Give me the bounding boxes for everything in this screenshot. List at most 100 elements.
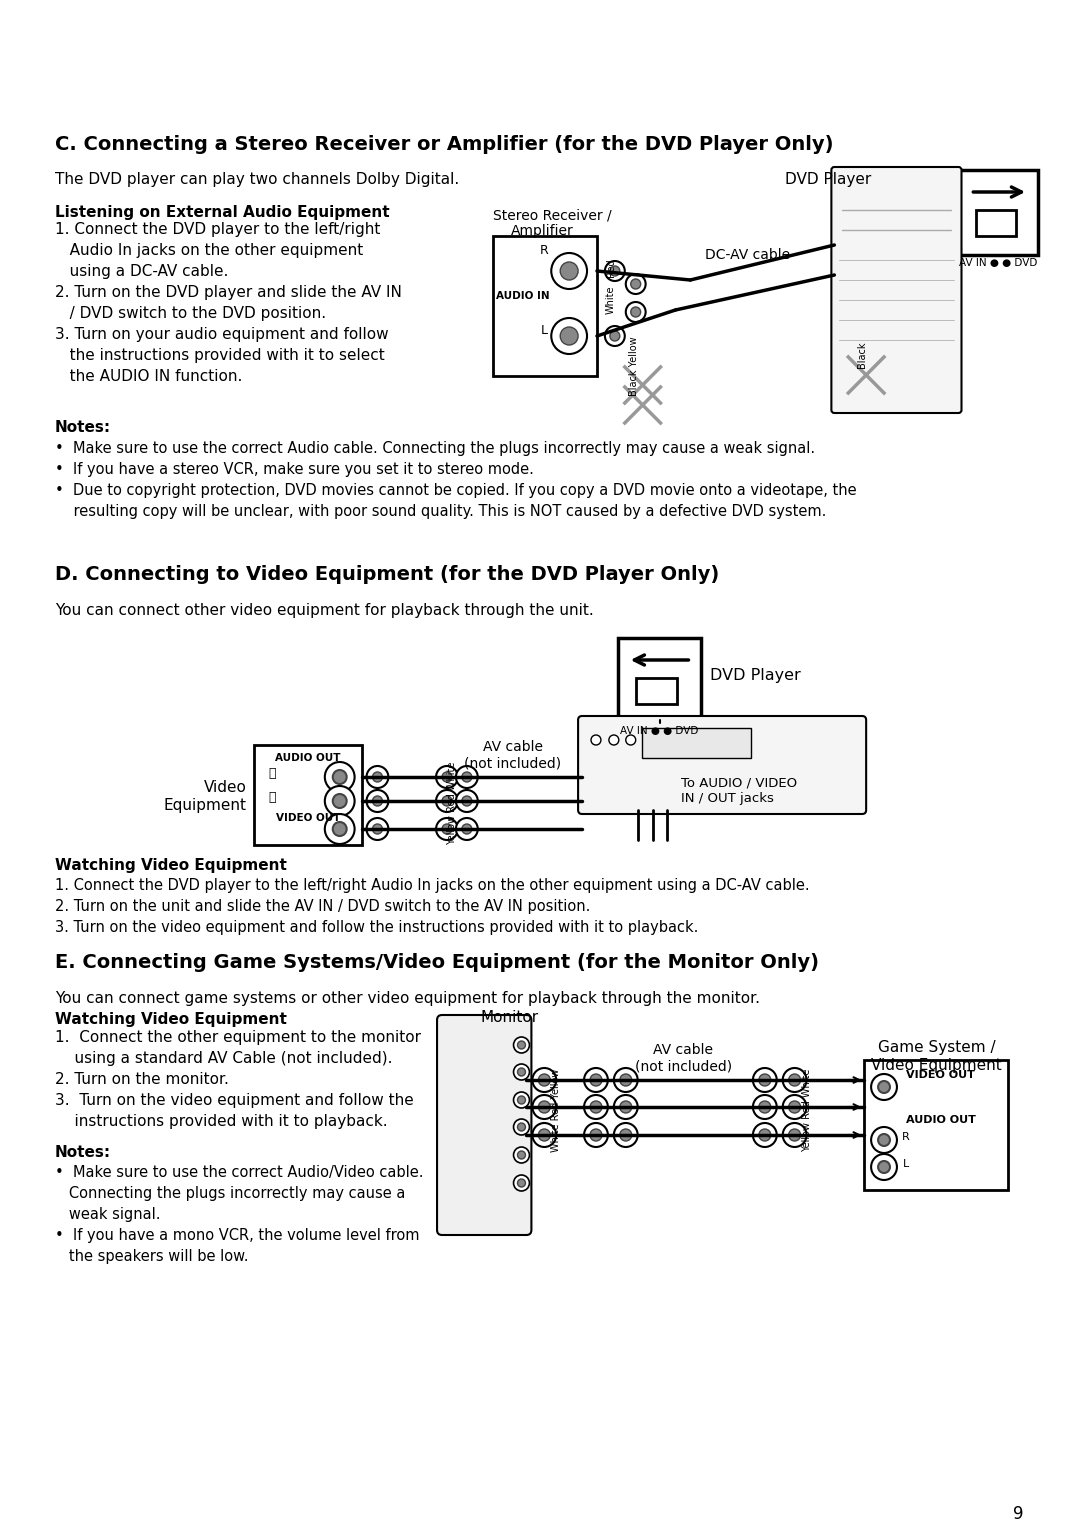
Circle shape: [788, 1102, 800, 1114]
Text: D. Connecting to Video Equipment (for the DVD Player Only): D. Connecting to Video Equipment (for th…: [55, 565, 719, 584]
Circle shape: [783, 1068, 807, 1092]
Text: Audio In jacks on the other equipment: Audio In jacks on the other equipment: [55, 244, 363, 257]
Text: R: R: [902, 1132, 909, 1141]
Circle shape: [366, 766, 389, 787]
Circle shape: [436, 791, 458, 812]
Text: E. Connecting Game Systems/Video Equipment (for the Monitor Only): E. Connecting Game Systems/Video Equipme…: [55, 953, 819, 971]
Circle shape: [538, 1129, 551, 1141]
Text: Red: Red: [606, 259, 616, 277]
Circle shape: [373, 797, 382, 806]
Text: the instructions provided with it to select: the instructions provided with it to sel…: [55, 348, 384, 363]
Text: White: White: [606, 286, 616, 314]
Text: L: L: [903, 1160, 909, 1169]
Text: Ⓡ: Ⓡ: [269, 791, 275, 804]
Circle shape: [759, 1074, 771, 1086]
Circle shape: [788, 1074, 800, 1086]
Text: Black: Black: [858, 342, 867, 368]
Text: Watching Video Equipment: Watching Video Equipment: [55, 858, 286, 873]
Circle shape: [517, 1151, 526, 1160]
Circle shape: [872, 1154, 896, 1180]
Circle shape: [513, 1037, 529, 1052]
Text: 9: 9: [1013, 1504, 1024, 1523]
Circle shape: [605, 326, 624, 346]
Circle shape: [753, 1068, 777, 1092]
Circle shape: [333, 823, 347, 836]
Text: •  Make sure to use the correct Audio/Video cable.: • Make sure to use the correct Audio/Vid…: [55, 1164, 423, 1180]
Circle shape: [513, 1092, 529, 1108]
Text: Monitor: Monitor: [481, 1010, 539, 1025]
Circle shape: [517, 1068, 526, 1075]
Circle shape: [620, 1129, 632, 1141]
Text: VIDEO OUT: VIDEO OUT: [275, 813, 340, 823]
Text: 2. Turn on the unit and slide the AV IN / DVD switch to the AV IN position.: 2. Turn on the unit and slide the AV IN …: [55, 899, 590, 915]
Circle shape: [878, 1161, 890, 1174]
Circle shape: [590, 1102, 602, 1114]
Text: Watching Video Equipment: Watching Video Equipment: [55, 1013, 286, 1026]
Circle shape: [613, 1095, 637, 1118]
Circle shape: [613, 1123, 637, 1147]
Circle shape: [610, 267, 620, 276]
Bar: [254, 745, 362, 846]
Text: AV IN ● ● DVD: AV IN ● ● DVD: [959, 257, 1038, 268]
Circle shape: [610, 331, 620, 342]
Circle shape: [436, 818, 458, 840]
Bar: [618, 637, 701, 723]
Text: The DVD player can play two channels Dolby Digital.: The DVD player can play two channels Dol…: [55, 172, 459, 187]
Text: 3. Turn on the video equipment and follow the instructions provided with it to p: 3. Turn on the video equipment and follo…: [55, 921, 698, 935]
Text: Notes:: Notes:: [55, 420, 111, 435]
Text: 1. Connect the DVD player to the left/right Audio In jacks on the other equipmen: 1. Connect the DVD player to the left/ri…: [55, 878, 809, 893]
FancyBboxPatch shape: [437, 1016, 531, 1235]
Text: Video Equipment: Video Equipment: [872, 1059, 1002, 1072]
Text: DVD Player: DVD Player: [785, 172, 870, 187]
Text: instructions provided with it to playback.: instructions provided with it to playbac…: [55, 1114, 388, 1129]
Text: Notes:: Notes:: [55, 1144, 111, 1160]
Circle shape: [456, 818, 477, 840]
Circle shape: [631, 306, 640, 317]
Text: To AUDIO / VIDEO: To AUDIO / VIDEO: [681, 777, 797, 789]
Text: DC-AV cable: DC-AV cable: [705, 248, 791, 262]
Bar: [642, 728, 751, 758]
Circle shape: [538, 1074, 551, 1086]
Text: C. Connecting a Stereo Receiver or Amplifier (for the DVD Player Only): C. Connecting a Stereo Receiver or Ampli…: [55, 135, 833, 155]
Circle shape: [605, 260, 624, 280]
Circle shape: [872, 1074, 896, 1100]
Circle shape: [783, 1123, 807, 1147]
Circle shape: [609, 735, 619, 745]
Text: You can connect other video equipment for playback through the unit.: You can connect other video equipment fo…: [55, 604, 593, 617]
Circle shape: [759, 1129, 771, 1141]
Text: Stereo Receiver /: Stereo Receiver /: [492, 208, 611, 222]
Circle shape: [788, 1129, 800, 1141]
Text: DVD Player: DVD Player: [711, 668, 801, 683]
Text: L: L: [541, 323, 548, 337]
Circle shape: [631, 279, 640, 290]
Circle shape: [878, 1134, 890, 1146]
Text: using a DC-AV cable.: using a DC-AV cable.: [55, 264, 228, 279]
Circle shape: [561, 326, 578, 345]
Circle shape: [878, 1082, 890, 1092]
Text: Game System /: Game System /: [878, 1040, 996, 1056]
Circle shape: [613, 1068, 637, 1092]
Text: AV cable: AV cable: [483, 740, 542, 754]
Text: 2. Turn on the DVD player and slide the AV IN: 2. Turn on the DVD player and slide the …: [55, 285, 402, 300]
Circle shape: [625, 274, 646, 294]
Circle shape: [759, 1102, 771, 1114]
Circle shape: [551, 319, 588, 354]
Text: Video: Video: [203, 780, 246, 795]
Text: 1. Connect the DVD player to the left/right: 1. Connect the DVD player to the left/ri…: [55, 222, 380, 237]
Circle shape: [625, 302, 646, 322]
Circle shape: [532, 1095, 556, 1118]
Circle shape: [517, 1095, 526, 1105]
Circle shape: [590, 1074, 602, 1086]
FancyBboxPatch shape: [578, 715, 866, 813]
Text: R: R: [540, 244, 549, 257]
Text: 3. Turn on your audio equipment and follow: 3. Turn on your audio equipment and foll…: [55, 326, 388, 342]
Circle shape: [538, 1102, 551, 1114]
Text: using a standard AV Cable (not included).: using a standard AV Cable (not included)…: [55, 1051, 392, 1066]
Text: (not included): (not included): [635, 1059, 732, 1072]
Text: the speakers will be low.: the speakers will be low.: [55, 1249, 248, 1264]
Text: •  Make sure to use the correct Audio cable. Connecting the plugs incorrectly ma: • Make sure to use the correct Audio cab…: [55, 441, 814, 457]
Text: AUDIO OUT: AUDIO OUT: [275, 754, 340, 763]
Bar: [636, 679, 677, 705]
Circle shape: [783, 1095, 807, 1118]
Circle shape: [513, 1147, 529, 1163]
